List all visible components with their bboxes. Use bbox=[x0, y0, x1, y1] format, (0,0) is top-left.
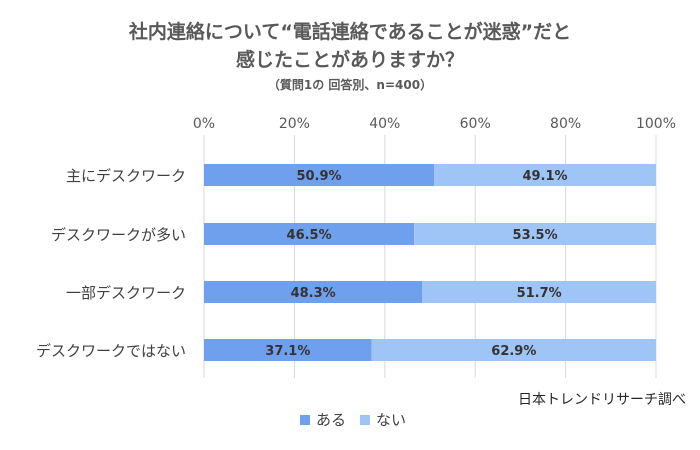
bar-nai bbox=[422, 281, 656, 303]
data-label: 50.9% bbox=[296, 169, 341, 184]
legend-swatch-nai bbox=[360, 414, 371, 425]
bar-nai bbox=[371, 339, 656, 361]
chart-title-line-1: 社内連絡について“電話連絡であることが迷惑”だと bbox=[128, 21, 572, 43]
legend-item-nai: ない bbox=[360, 409, 406, 430]
chart-title-line-2: 感じたことがありますか？ bbox=[235, 49, 464, 71]
data-label: 37.1% bbox=[265, 344, 310, 359]
x-tick-label: 100% bbox=[636, 116, 676, 132]
legend-swatch-aru bbox=[300, 414, 310, 425]
x-tick-label: 80% bbox=[550, 116, 581, 132]
data-label: 53.5% bbox=[513, 228, 558, 243]
source-note: 日本トレンドリサーチ調べ bbox=[518, 392, 686, 408]
x-tick-label: 40% bbox=[369, 116, 400, 132]
x-tick-label: 0% bbox=[193, 116, 215, 132]
data-label: 51.7% bbox=[517, 286, 562, 301]
data-label: 48.3% bbox=[291, 286, 336, 301]
category-label: 主にデスクワーク bbox=[66, 167, 186, 185]
legend-label-nai: ない bbox=[376, 411, 407, 429]
legend-item-aru: ある bbox=[300, 409, 346, 430]
bar-nai bbox=[414, 223, 656, 245]
bar-aru bbox=[204, 223, 415, 245]
category-label: 一部デスクワーク bbox=[66, 284, 186, 302]
category-label: デスクワークが多い bbox=[51, 226, 186, 244]
category-label: デスクワークではない bbox=[36, 342, 186, 360]
legend: ある ない bbox=[300, 409, 420, 430]
bar-nai bbox=[434, 164, 656, 186]
legend-label-aru: ある bbox=[316, 411, 347, 429]
data-label: 62.9% bbox=[491, 344, 536, 359]
chart-subtitle: （質問1の 回答別、n=400） bbox=[267, 78, 433, 92]
bar-aru bbox=[204, 339, 372, 361]
x-tick-label: 60% bbox=[460, 116, 491, 132]
x-tick-label: 20% bbox=[279, 116, 310, 132]
bar-aru bbox=[204, 281, 423, 303]
data-label: 49.1% bbox=[522, 169, 567, 184]
bar-aru bbox=[204, 164, 435, 186]
data-label: 46.5% bbox=[287, 228, 332, 243]
